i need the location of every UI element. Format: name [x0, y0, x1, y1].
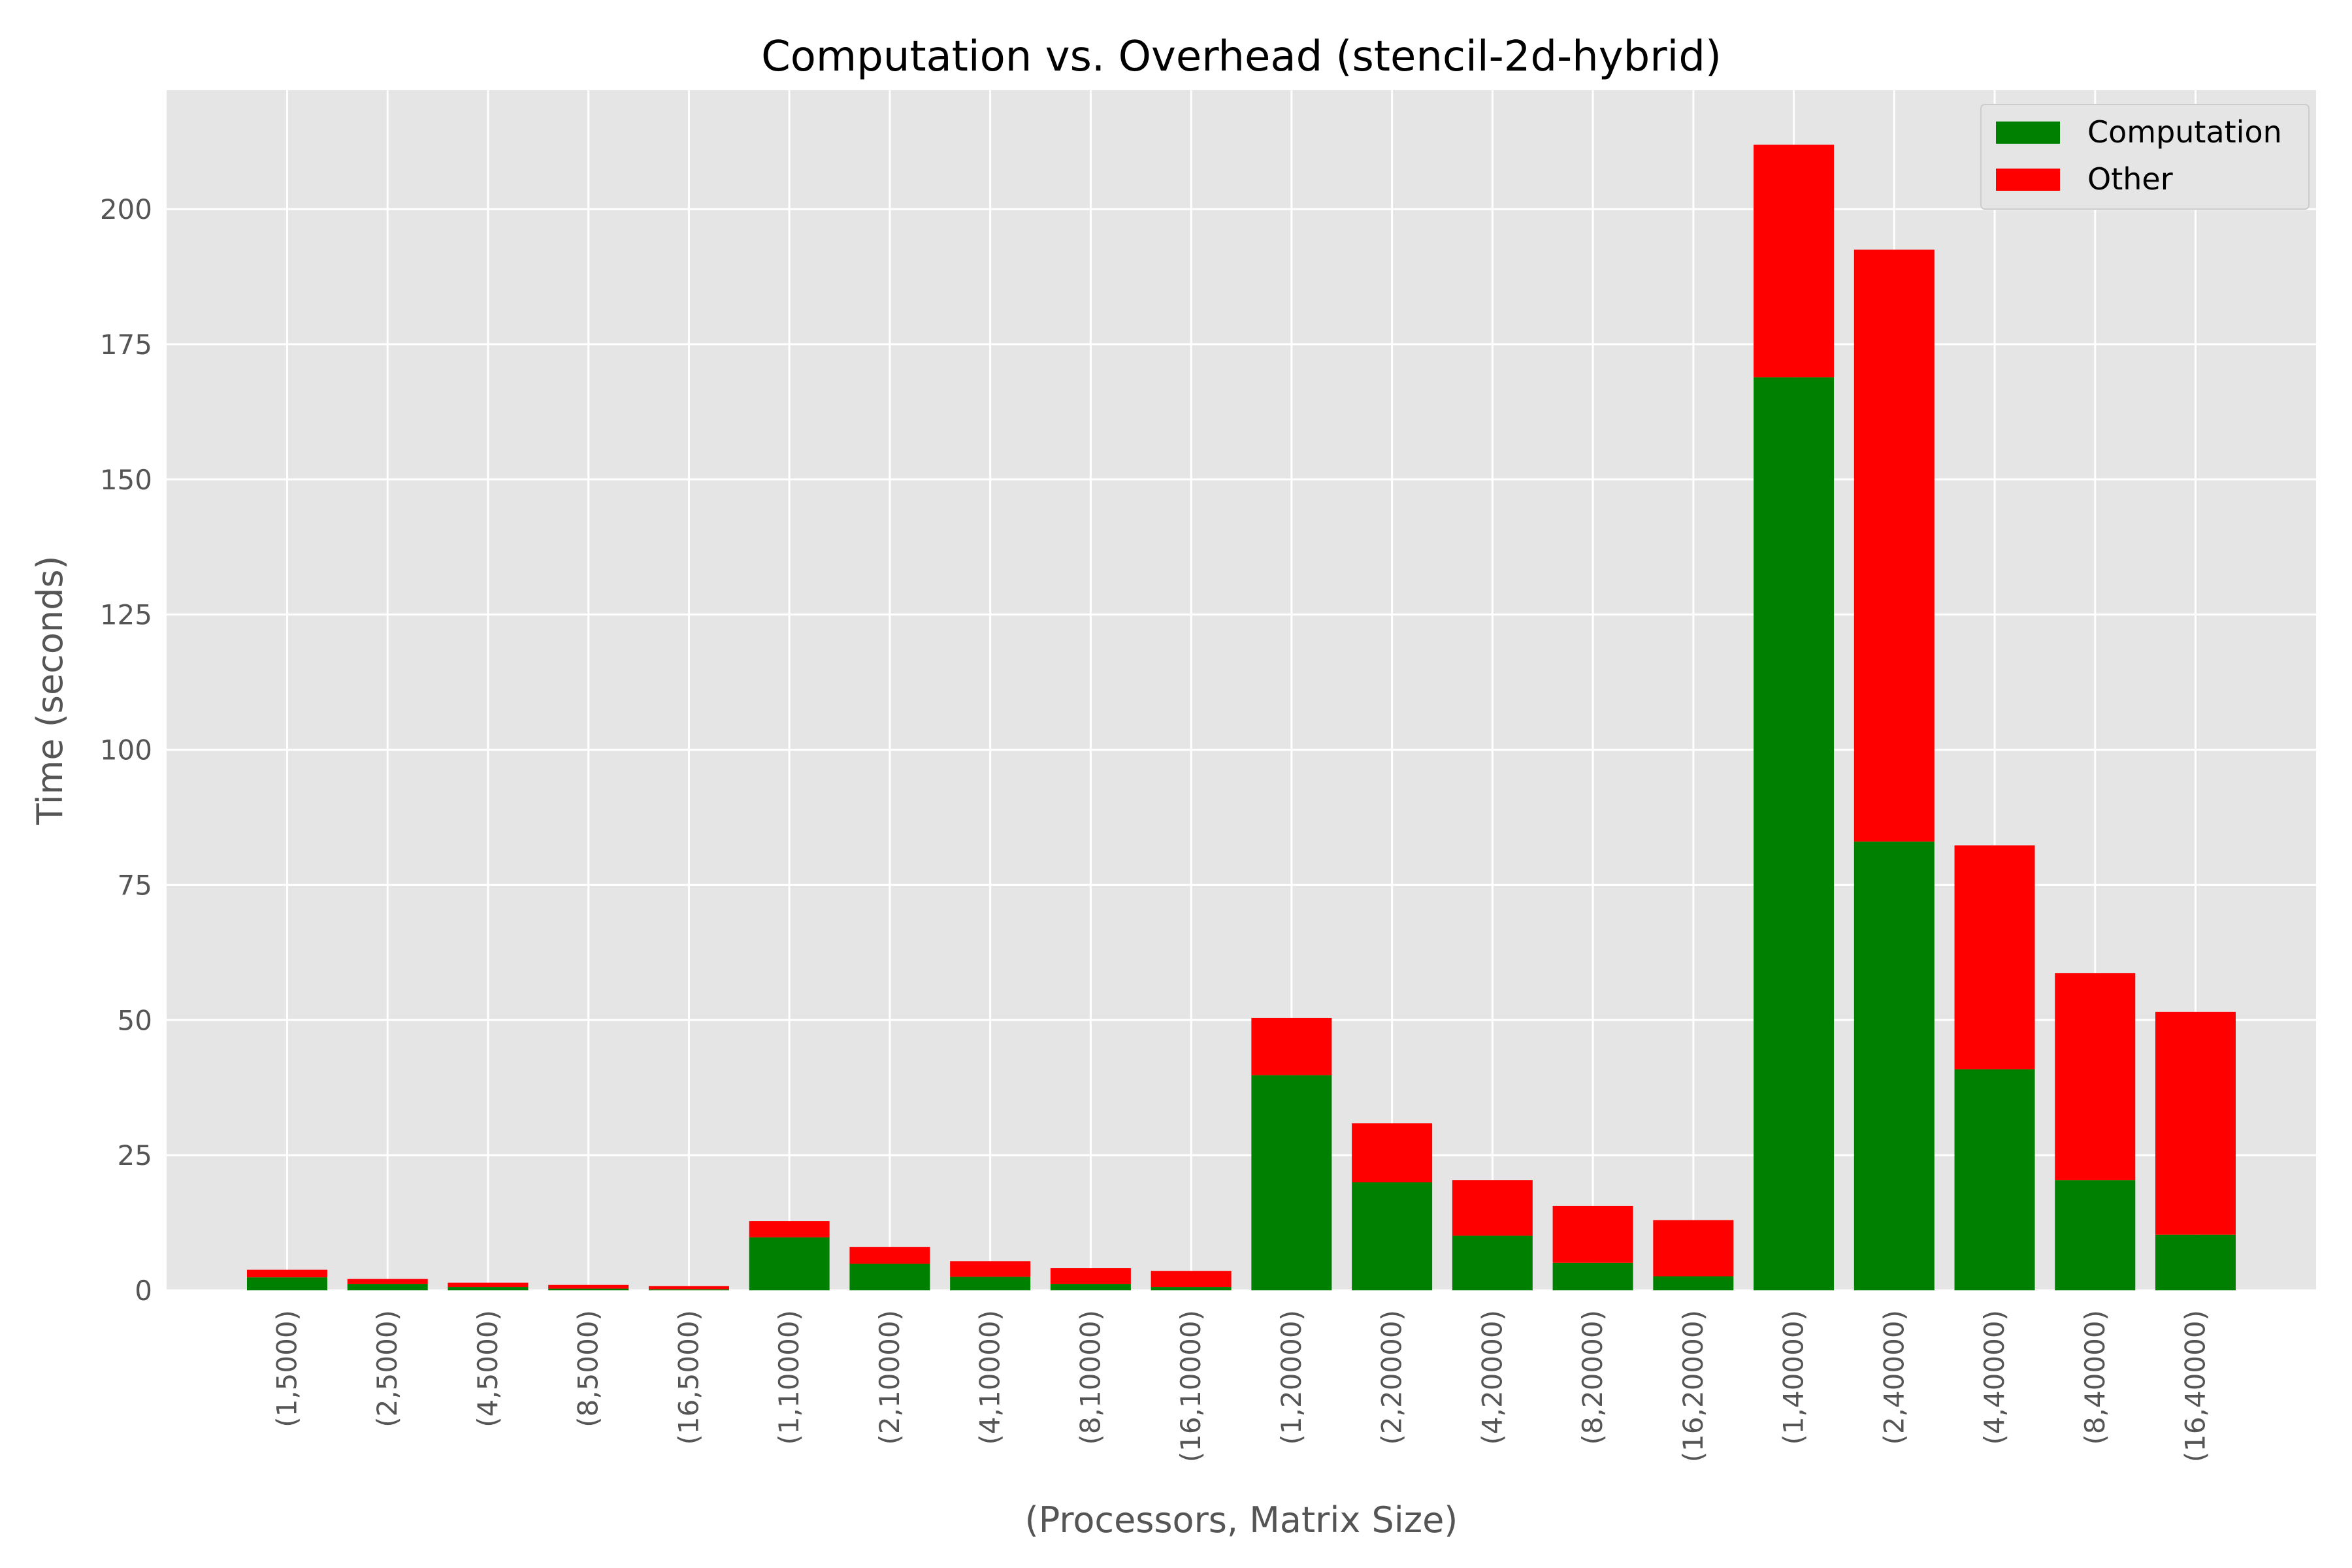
x-tick-label: (1,5000) [270, 1310, 302, 1428]
y-tick-label: 25 [118, 1139, 152, 1171]
legend: Computation Other [1980, 104, 2310, 210]
y-tick-label: 125 [100, 599, 152, 631]
y-axis-label: Time (seconds) [29, 555, 71, 825]
bar-computation [1954, 1069, 2035, 1290]
bar-other [448, 1282, 529, 1288]
bar-other [849, 1247, 930, 1264]
bar-other [1854, 250, 1935, 842]
bar-other [2055, 973, 2136, 1181]
x-tick-label: (4,20000) [1476, 1310, 1508, 1445]
bar-other [749, 1221, 830, 1237]
bar-other [1050, 1268, 1131, 1284]
y-tick-label: 200 [100, 193, 152, 225]
legend-label-other: Other [2087, 161, 2173, 197]
bar-other [246, 1269, 327, 1278]
y-tick-label: 0 [135, 1275, 152, 1307]
x-tick-label: (4,40000) [1978, 1310, 2010, 1445]
x-tick-label: (1,40000) [1778, 1310, 1810, 1445]
bar-computation [849, 1264, 930, 1290]
bar-other [648, 1286, 729, 1290]
x-tick-label: (4,10000) [974, 1310, 1006, 1445]
bar-computation [749, 1237, 830, 1290]
x-tick-label: (8,5000) [572, 1310, 604, 1428]
bar-other [1954, 845, 2035, 1070]
x-tick-label: (1,20000) [1275, 1310, 1307, 1445]
bar-computation [347, 1284, 428, 1290]
bar-computation [548, 1288, 629, 1290]
chart-title: Computation vs. Overhead (stencil-2d-hyb… [761, 33, 1722, 81]
legend-label-computation: Computation [2087, 114, 2282, 150]
x-tick-label: (1,10000) [773, 1310, 805, 1445]
tick-labels: 0 25 50 75 100 125 150 175 200 (1,5000) (2,5000) (4… [100, 193, 2212, 1462]
x-axis-label: (Processors, Matrix Size) [1025, 1499, 1458, 1541]
legend-swatch-other [1996, 169, 2060, 191]
x-tick-label: (8,20000) [1576, 1310, 1609, 1445]
bar-other [950, 1261, 1031, 1277]
bar-other [1552, 1205, 1633, 1263]
bar-other [548, 1284, 629, 1289]
bar-other [1653, 1220, 1734, 1277]
bar-computation [448, 1287, 529, 1290]
y-tick-label: 75 [118, 869, 152, 901]
bar-other [2155, 1011, 2236, 1235]
x-tick-label: (2,20000) [1376, 1310, 1408, 1445]
x-tick-label: (8,40000) [2079, 1310, 2111, 1445]
bar-other [1754, 144, 1835, 378]
legend-swatch-computation [1996, 122, 2060, 144]
bar-computation [1251, 1075, 1332, 1290]
x-tick-label: (4,5000) [472, 1310, 504, 1428]
bar-computation [1151, 1287, 1232, 1290]
bar-other [347, 1279, 428, 1284]
bar-computation [648, 1289, 729, 1290]
y-tick-label: 50 [118, 1004, 152, 1036]
x-tick-label: (2,10000) [874, 1310, 906, 1445]
bar-computation [2055, 1180, 2136, 1290]
bar-computation [2155, 1234, 2236, 1290]
bar-computation [1854, 841, 1935, 1290]
x-tick-label: (16,10000) [1175, 1310, 1207, 1462]
y-tick-label: 100 [100, 734, 152, 766]
y-tick-label: 175 [100, 329, 152, 361]
x-tick-label: (2,40000) [1878, 1310, 1910, 1445]
bar-computation [1352, 1182, 1433, 1290]
bar-computation [246, 1277, 327, 1290]
bar-computation [1050, 1284, 1131, 1290]
bar-computation [1552, 1262, 1633, 1290]
x-tick-label: (16,20000) [1677, 1310, 1709, 1462]
x-tick-label: (8,10000) [1074, 1310, 1106, 1445]
bar-computation [1653, 1276, 1734, 1290]
legend-box [1980, 104, 2310, 210]
bar-computation [950, 1277, 1031, 1290]
y-tick-label: 150 [100, 464, 152, 496]
bars [246, 144, 2236, 1290]
bar-other [1452, 1180, 1533, 1236]
bar-computation [1754, 377, 1835, 1290]
bar-other [1251, 1017, 1332, 1075]
x-tick-label: (16,5000) [672, 1310, 704, 1445]
bar-other [1352, 1123, 1433, 1183]
gridlines [167, 90, 2316, 1292]
x-tick-label: (16,40000) [2180, 1310, 2212, 1462]
bar-computation [1452, 1235, 1533, 1290]
bar-other [1151, 1271, 1232, 1288]
x-tick-label: (2,5000) [371, 1310, 403, 1428]
